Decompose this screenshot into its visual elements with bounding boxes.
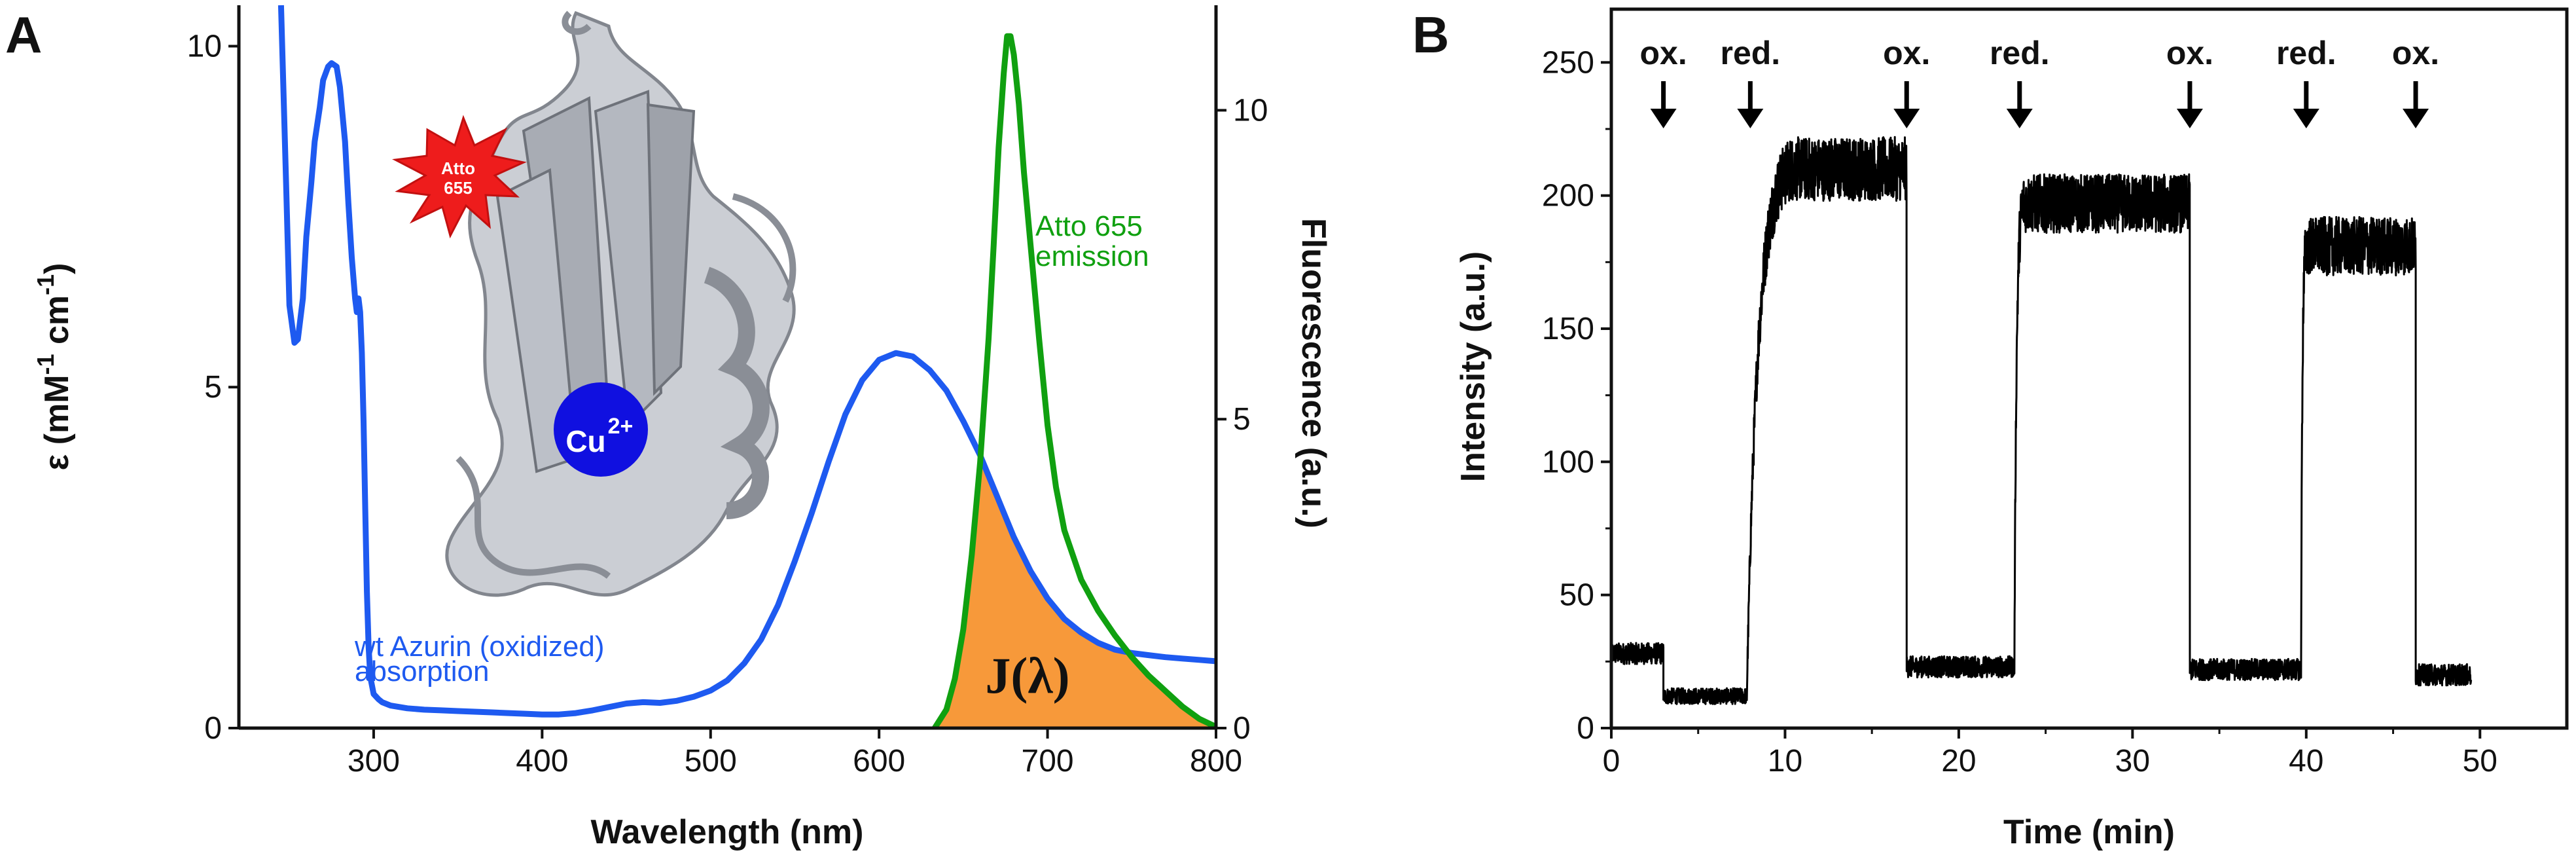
b-y-tick-label: 50 <box>1560 578 1594 613</box>
overlap-integral-fill <box>935 459 1216 728</box>
b-y-tick-label: 200 <box>1542 179 1594 213</box>
a-y-tick-label: 5 <box>204 370 222 405</box>
emission-annotation-line2: emission <box>1035 240 1149 272</box>
a-ylabel-close: ) <box>38 263 76 274</box>
b-ylabel: Intensity (a.u.) <box>1454 251 1492 482</box>
a-ylabel: ε (mM-1 cm-1) <box>32 263 76 471</box>
absorption-curve <box>277 5 1217 718</box>
protein-ribbon-icon <box>445 10 796 597</box>
a-y-tick-label: 10 <box>187 29 222 64</box>
a-x-tick-label: 500 <box>685 744 737 779</box>
a-x-tick-label: 300 <box>348 744 400 779</box>
event-label: red. <box>1990 35 2050 71</box>
event-label: ox. <box>2166 35 2213 71</box>
a-x-tick-label: 800 <box>1190 744 1242 779</box>
atto-star-label-line1: Atto <box>441 158 475 178</box>
event-arrow-head <box>2176 109 2203 128</box>
b-y-tick-label: 150 <box>1542 312 1594 346</box>
b-x-tick-label: 0 <box>1603 744 1620 779</box>
absorption-annotation-line2: absorption <box>355 655 489 687</box>
a-ylabel-exp2: -1 <box>32 274 59 295</box>
a-ylabel-main: ε (mM <box>38 375 76 470</box>
event-arrow-head <box>1893 109 1920 128</box>
a-xlabel: Wavelength (nm) <box>591 813 864 851</box>
intensity-trace <box>1610 136 2473 705</box>
b-x-tick-label: 40 <box>2289 744 2323 779</box>
b-plot-frame <box>1609 7 2569 730</box>
atto-star-icon: Atto 655 <box>392 115 527 239</box>
atto-star-label-line2: 655 <box>444 178 472 198</box>
overlap-label: J(λ) <box>985 647 1069 704</box>
event-label: ox. <box>1883 35 1930 71</box>
a-y2-tick-label: 10 <box>1233 93 1268 128</box>
b-x-tick-label: 20 <box>1941 744 1976 779</box>
copper-ion-icon: Cu 2+ <box>554 382 648 477</box>
a-y2-tick-label: 0 <box>1233 711 1251 746</box>
b-y-tick-label: 0 <box>1577 711 1594 746</box>
a-y-tick-label: 0 <box>204 711 222 746</box>
event-arrow-head <box>2293 109 2319 128</box>
a-x-tick-label: 400 <box>516 744 568 779</box>
b-y-tick-label: 100 <box>1542 445 1594 479</box>
b-xlabel: Time (min) <box>2003 813 2175 851</box>
a-y2label: Fluorescence (a.u.) <box>1295 218 1333 528</box>
event-label: red. <box>2276 35 2336 71</box>
copper-label: Cu <box>565 424 605 458</box>
b-y-tick-label: 250 <box>1542 45 1594 80</box>
a-x-tick-label: 700 <box>1022 744 1074 779</box>
b-events: ox. red. ox. red. ox. red. ox. <box>1640 35 2439 128</box>
emission-annotation-line1: Atto 655 <box>1035 210 1143 242</box>
panel-b: B 0 10 20 30 40 50 0 50 100 150 200 250 ox. red. ox. r… <box>1412 6 2569 851</box>
b-ticks: 0 10 20 30 40 50 0 50 100 150 200 250 <box>1542 45 2497 779</box>
copper-charge: 2+ <box>608 414 634 439</box>
event-label: red. <box>1721 35 1781 71</box>
event-label: ox. <box>1640 35 1687 71</box>
absorption-annotation-line1: wt Azurin (oxidized) <box>354 631 604 663</box>
a-x-tick-label: 600 <box>853 744 905 779</box>
event-arrow-head <box>2006 109 2033 128</box>
a-y2-tick-label: 5 <box>1233 402 1251 437</box>
panel-a: A Atto 655 Cu 2+ <box>5 5 1333 851</box>
b-x-tick-label: 30 <box>2115 744 2150 779</box>
event-label: ox. <box>2392 35 2439 71</box>
panel-a-letter: A <box>5 6 42 64</box>
b-x-tick-label: 10 <box>1768 744 1802 779</box>
a-ylabel-unit2: cm <box>38 295 76 354</box>
emission-curve <box>932 33 1217 730</box>
event-arrow-head <box>2403 109 2429 128</box>
a-ylabel-exp1: -1 <box>32 354 59 375</box>
panel-b-letter: B <box>1412 6 1449 64</box>
event-arrow-head <box>1650 109 1677 128</box>
event-arrow-head <box>1737 109 1764 128</box>
b-x-tick-label: 50 <box>2463 744 2497 779</box>
